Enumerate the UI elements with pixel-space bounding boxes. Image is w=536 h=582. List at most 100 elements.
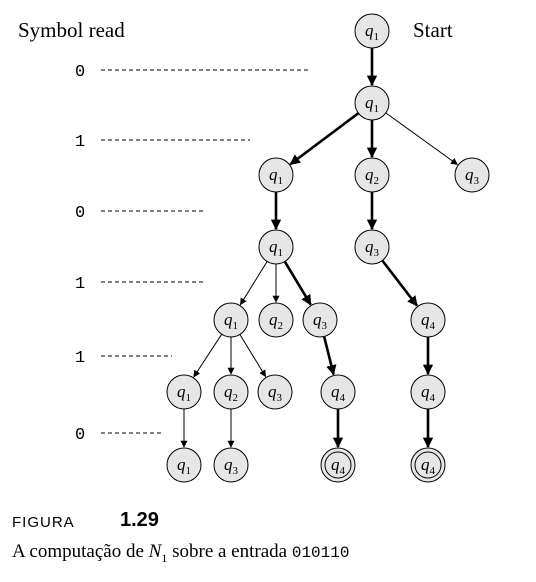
state-node: q1 (166, 374, 202, 410)
state-node: q3 (257, 374, 293, 410)
accept-ring (324, 451, 352, 479)
transition-edge (193, 333, 223, 378)
state-letter: q (365, 93, 374, 112)
state-circle (320, 447, 356, 483)
state-label: q3 (268, 382, 283, 404)
state-subscript: 4 (430, 465, 436, 477)
state-circle (258, 302, 294, 338)
state-circle (454, 157, 490, 193)
accept-ring (414, 451, 442, 479)
state-subscript: 4 (340, 392, 346, 404)
figure-label: FIGURA (12, 514, 75, 531)
state-subscript: 1 (278, 247, 284, 259)
state-subscript: 1 (374, 31, 380, 43)
state-circle (410, 447, 446, 483)
state-circle (166, 447, 202, 483)
symbol-label: 0 (75, 426, 85, 445)
state-node: q4 (320, 374, 356, 410)
caption-text-before: A computação de (12, 541, 149, 562)
state-node: q3 (354, 229, 390, 265)
state-subscript: 2 (233, 392, 239, 404)
state-subscript: 2 (374, 175, 380, 187)
transition-edge (385, 112, 458, 165)
state-node: q1 (354, 13, 390, 49)
state-label: q1 (224, 310, 238, 332)
accept-state-node: q4 (410, 447, 446, 483)
state-letter: q (421, 455, 430, 474)
accepting-path-edge (381, 259, 419, 307)
state-letter: q (269, 165, 278, 184)
state-subscript: 4 (430, 320, 436, 332)
state-label: q4 (331, 382, 346, 404)
state-subscript: 1 (186, 392, 192, 404)
state-circle (410, 374, 446, 410)
figure-number: 1.29 (120, 509, 159, 531)
state-circle (320, 374, 356, 410)
state-label: q1 (365, 21, 379, 43)
state-subscript: 3 (374, 247, 380, 259)
state-letter: q (365, 237, 374, 256)
state-label: q1 (269, 165, 283, 187)
state-label: q2 (365, 165, 379, 187)
state-circle (257, 374, 293, 410)
state-letter: q (465, 165, 474, 184)
symbol-label: 0 (75, 204, 85, 223)
state-subscript: 1 (374, 103, 380, 115)
state-letter: q (313, 310, 322, 329)
state-letter: q (365, 165, 374, 184)
symbol-label: 1 (75, 349, 85, 368)
transition-edge (239, 261, 268, 306)
state-circle (258, 157, 294, 193)
state-node: q3 (302, 302, 338, 338)
state-subscript: 3 (277, 392, 283, 404)
state-subscript: 3 (322, 320, 328, 332)
state-subscript: 3 (233, 465, 239, 477)
state-node: q4 (410, 302, 446, 338)
state-label: q4 (331, 455, 346, 477)
state-label: q2 (224, 382, 238, 404)
state-label: q1 (177, 455, 191, 477)
transition-edge (239, 334, 267, 378)
state-node: q3 (213, 447, 249, 483)
symbol-label: 1 (75, 275, 85, 294)
state-subscript: 4 (430, 392, 436, 404)
state-label: q3 (313, 310, 328, 332)
caption-input-string: 010110 (291, 544, 350, 562)
state-letter: q (269, 310, 278, 329)
state-letter: q (365, 21, 374, 40)
accepting-path-edge (289, 112, 360, 166)
state-circle (302, 302, 338, 338)
state-subscript: 1 (233, 320, 239, 332)
state-letter: q (177, 455, 186, 474)
state-label: q3 (224, 455, 239, 477)
state-subscript: 1 (186, 465, 192, 477)
state-subscript: 1 (278, 175, 284, 187)
state-circle (410, 302, 446, 338)
state-node: q4 (410, 374, 446, 410)
state-letter: q (421, 310, 430, 329)
caption-machine-letter: N (148, 541, 162, 562)
accepting-path-edge (283, 260, 312, 306)
state-letter: q (224, 310, 233, 329)
state-circle (166, 374, 202, 410)
state-label: q3 (465, 165, 480, 187)
state-node: q1 (258, 157, 294, 193)
state-circle (213, 302, 249, 338)
state-node: q1 (166, 447, 202, 483)
state-label: q4 (421, 310, 436, 332)
state-label: q4 (421, 382, 436, 404)
state-node: q1 (354, 85, 390, 121)
state-letter: q (224, 382, 233, 401)
symbol-label: 0 (75, 63, 85, 82)
state-node: q3 (454, 157, 490, 193)
state-label: q1 (365, 93, 379, 115)
state-circle (354, 229, 390, 265)
state-circle (213, 447, 249, 483)
state-node: q2 (213, 374, 249, 410)
state-node: q1 (258, 229, 294, 265)
state-circle (354, 85, 390, 121)
state-letter: q (177, 382, 186, 401)
state-circle (354, 13, 390, 49)
